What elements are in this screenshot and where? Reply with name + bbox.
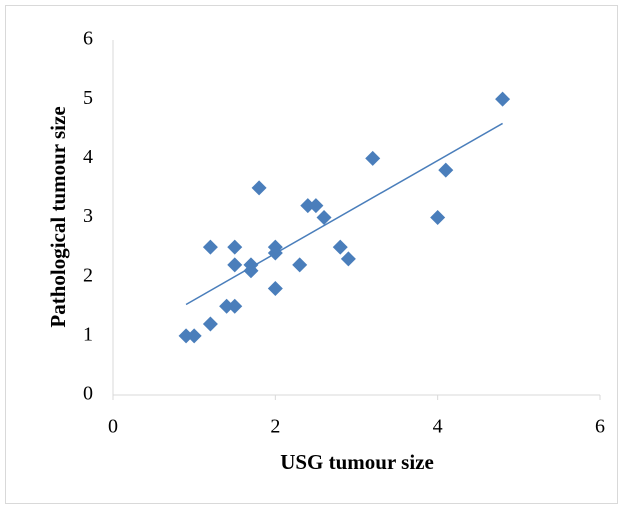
- x-tick-label: 6: [595, 416, 605, 438]
- point: [227, 298, 243, 314]
- point: [267, 239, 283, 255]
- y-tick-label: 6: [83, 28, 93, 50]
- point: [332, 239, 348, 255]
- y-axis-title: Pathological tumour size: [46, 106, 70, 327]
- point: [430, 210, 446, 225]
- point: [178, 328, 194, 344]
- point: [292, 257, 308, 273]
- point: [300, 198, 316, 214]
- y-tick-label: 2: [83, 264, 93, 286]
- point: [308, 198, 324, 214]
- y-tick-label: 0: [83, 383, 93, 405]
- point: [186, 328, 202, 344]
- y-tick-label: 4: [83, 146, 93, 168]
- point: [365, 150, 381, 166]
- point: [316, 210, 332, 225]
- point: [202, 239, 218, 255]
- point: [243, 257, 259, 273]
- point: [219, 298, 235, 314]
- x-tick-label: 4: [433, 416, 443, 438]
- y-tick-label: 3: [83, 205, 93, 227]
- chart-border: [5, 5, 618, 504]
- point: [251, 180, 267, 196]
- point: [227, 257, 243, 273]
- x-tick-label: 0: [108, 416, 118, 438]
- trendline: [185, 122, 503, 306]
- point: [438, 162, 454, 178]
- point: [202, 316, 218, 332]
- x-tick-label: 2: [270, 416, 280, 438]
- y-tick-label: 5: [83, 87, 93, 109]
- x-axis-title: USG tumour size: [280, 450, 434, 474]
- point: [340, 251, 356, 267]
- point: [267, 281, 283, 296]
- y-tick-label: 1: [83, 323, 93, 345]
- point: [227, 239, 243, 255]
- point: [495, 91, 511, 107]
